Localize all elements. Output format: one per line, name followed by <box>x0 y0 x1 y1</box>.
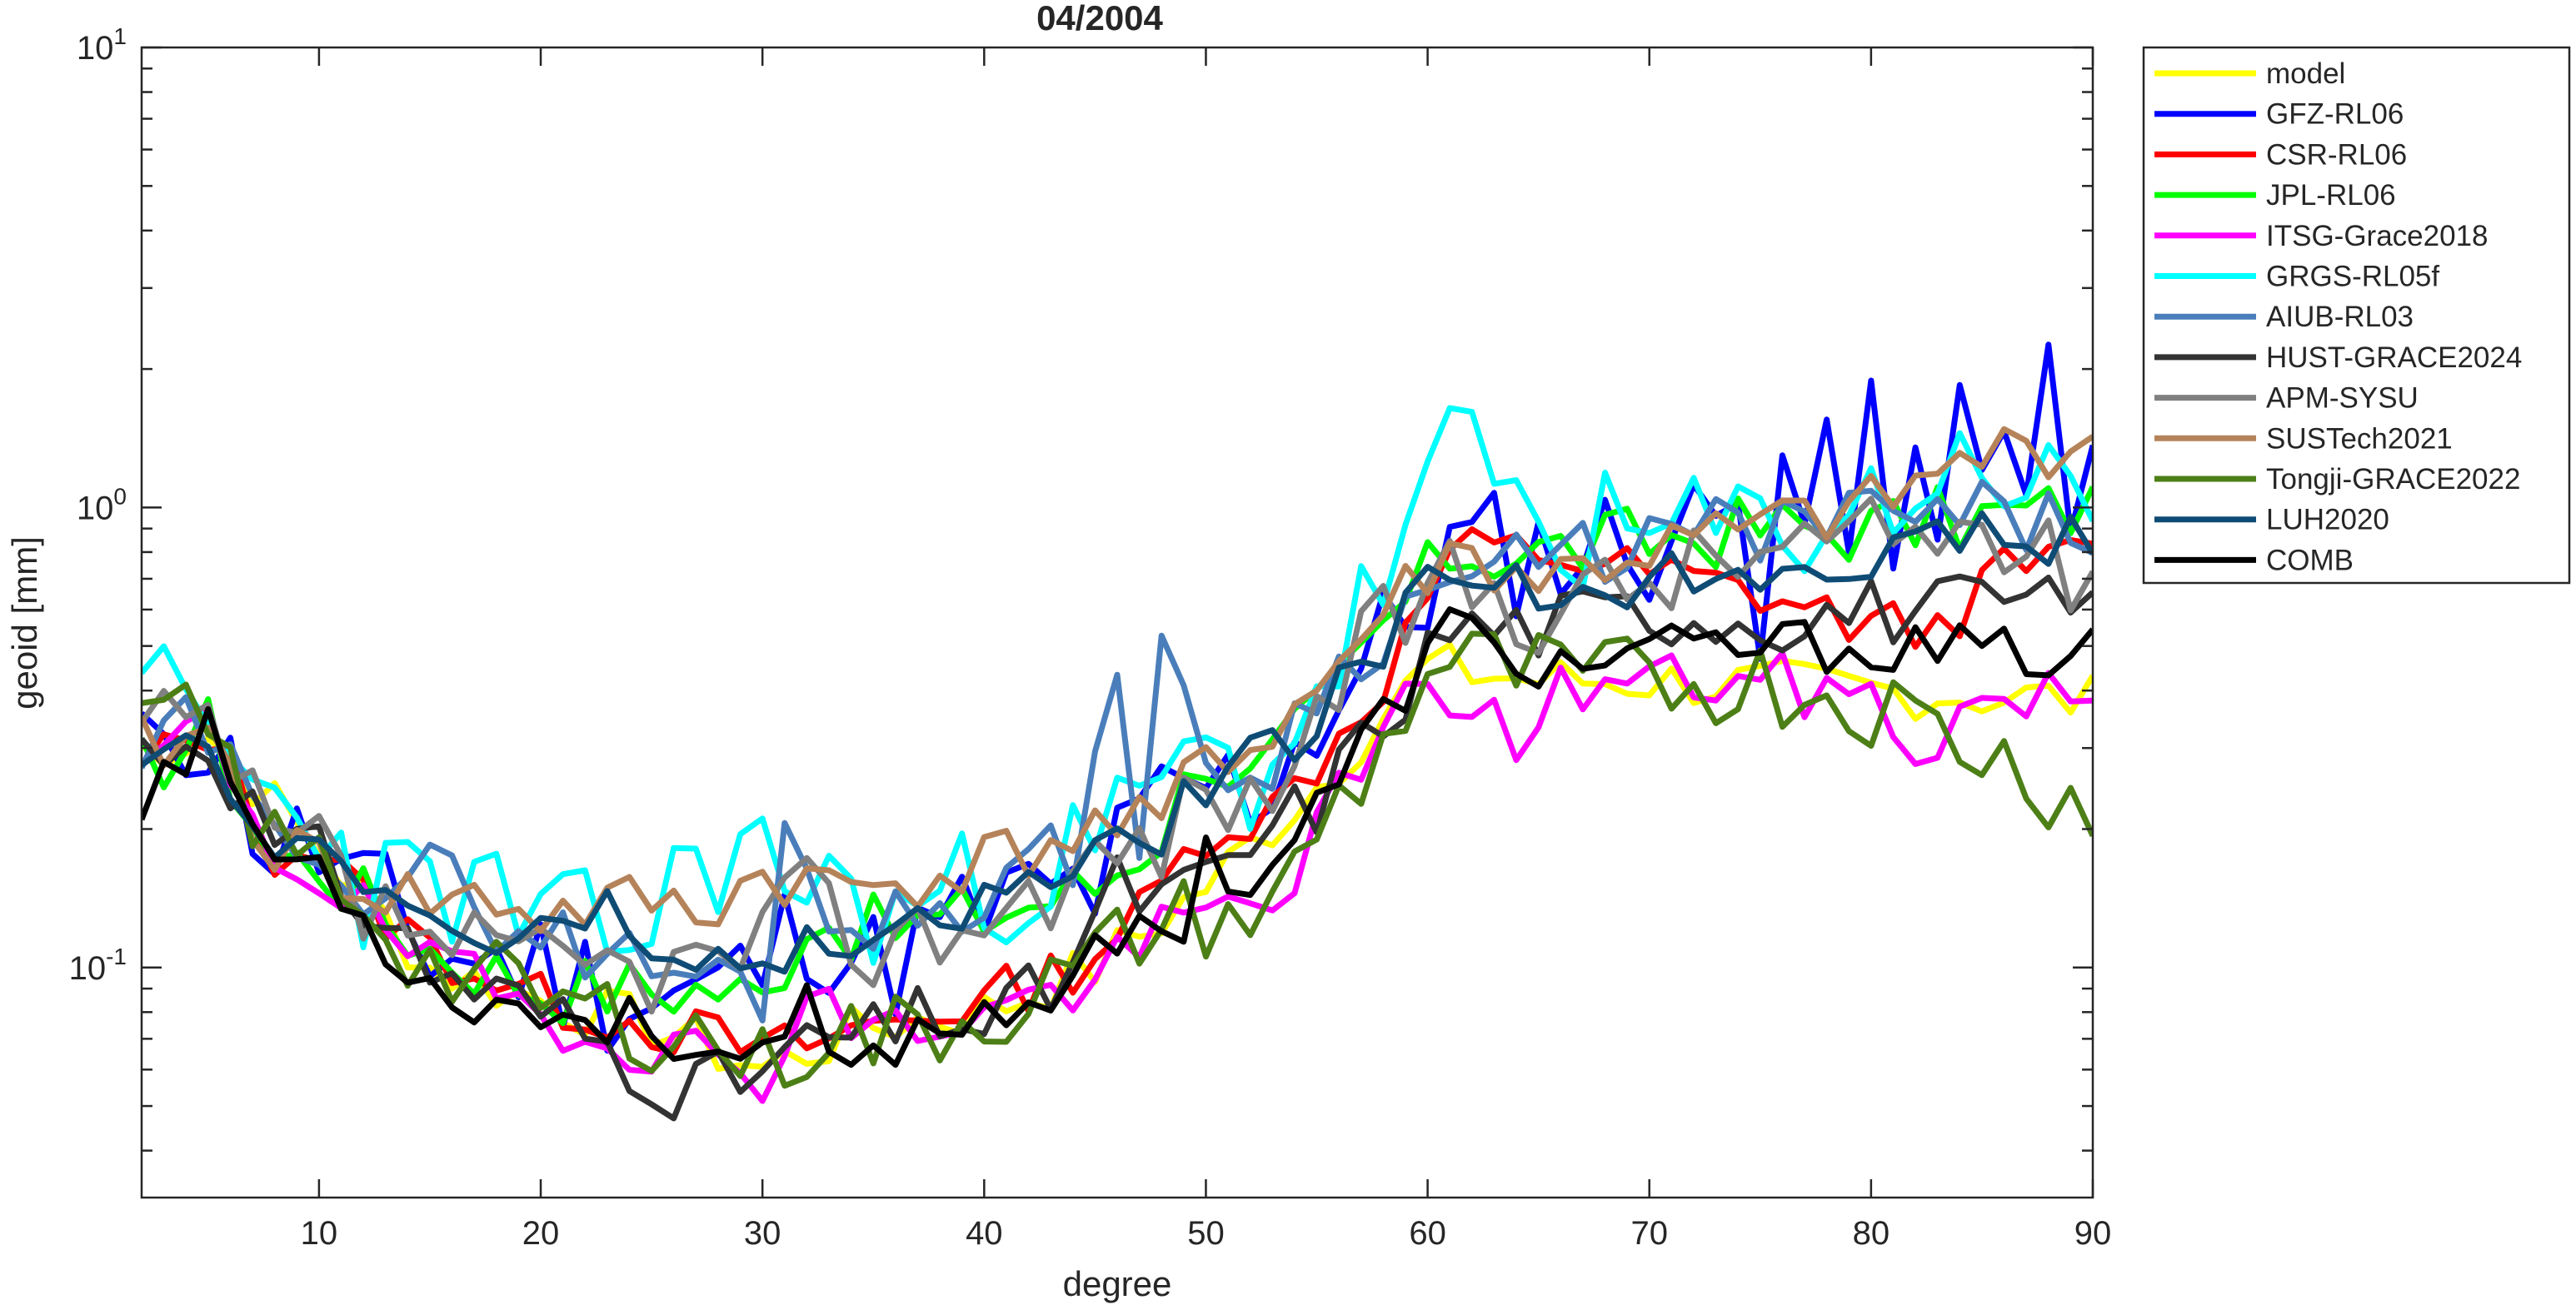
y-axis-label: geoid [mm] <box>5 536 44 710</box>
y-tick-label: 101 <box>77 23 127 67</box>
x-tick-label: 70 <box>1630 1215 1668 1252</box>
ticks-layer <box>142 46 2094 1198</box>
tick-labels-layer: 10 20 30 40 50 60 70 80 90 10-1 100 101 <box>69 23 2112 1252</box>
legend-entry: CSR-RL06 <box>2266 138 2407 171</box>
legend-entry: GRGS-RL05f <box>2266 261 2439 293</box>
series-layer <box>142 341 2093 1122</box>
legend: model GFZ-RL06 CSR-RL06 JPL-RL06 ITSG-Grace2… <box>2154 57 2522 576</box>
y-tick-label: 10-1 <box>69 944 127 987</box>
x-tick-label: 20 <box>522 1215 560 1252</box>
series-line-luh2020 <box>142 510 2093 975</box>
legend-entry: model <box>2266 57 2345 90</box>
series-line-sustech2021 <box>142 426 2093 934</box>
x-tick-label: 60 <box>1409 1215 1446 1252</box>
legend-entry: JPL-RL06 <box>2266 179 2396 212</box>
chart-title: 04/2004 <box>1036 0 1163 37</box>
legend-entry: APM-SYSU <box>2266 382 2419 415</box>
legend-entry: Tongji-GRACE2022 <box>2266 463 2520 496</box>
legend-entry: COMB <box>2266 544 2354 576</box>
x-tick-label: 90 <box>2074 1215 2112 1252</box>
legend-entry: LUH2020 <box>2266 504 2389 536</box>
x-tick-label: 40 <box>966 1215 1003 1252</box>
plot-area <box>142 47 2093 1198</box>
x-tick-label: 10 <box>301 1215 338 1252</box>
x-tick-label: 30 <box>744 1215 781 1252</box>
legend-entry: ITSG-Grace2018 <box>2266 220 2489 252</box>
series-line-comb <box>142 606 2093 1068</box>
x-tick-label: 80 <box>1853 1215 1890 1252</box>
legend-entry: SUSTech2021 <box>2266 422 2453 455</box>
series-line-tongji-grace2022 <box>142 630 2093 1089</box>
plot-frame <box>140 46 2094 1199</box>
series-line-apm-sysu <box>142 496 2093 1015</box>
series-line-gfz-rl06 <box>142 341 2093 1054</box>
legend-entry: HUST-GRACE2024 <box>2266 341 2522 374</box>
x-axis-label: degree <box>1063 1264 1172 1303</box>
x-tick-label: 50 <box>1187 1215 1225 1252</box>
legend-entry: GFZ-RL06 <box>2266 98 2404 131</box>
legend-entry: AIUB-RL03 <box>2266 301 2414 333</box>
y-tick-label: 100 <box>77 483 127 526</box>
